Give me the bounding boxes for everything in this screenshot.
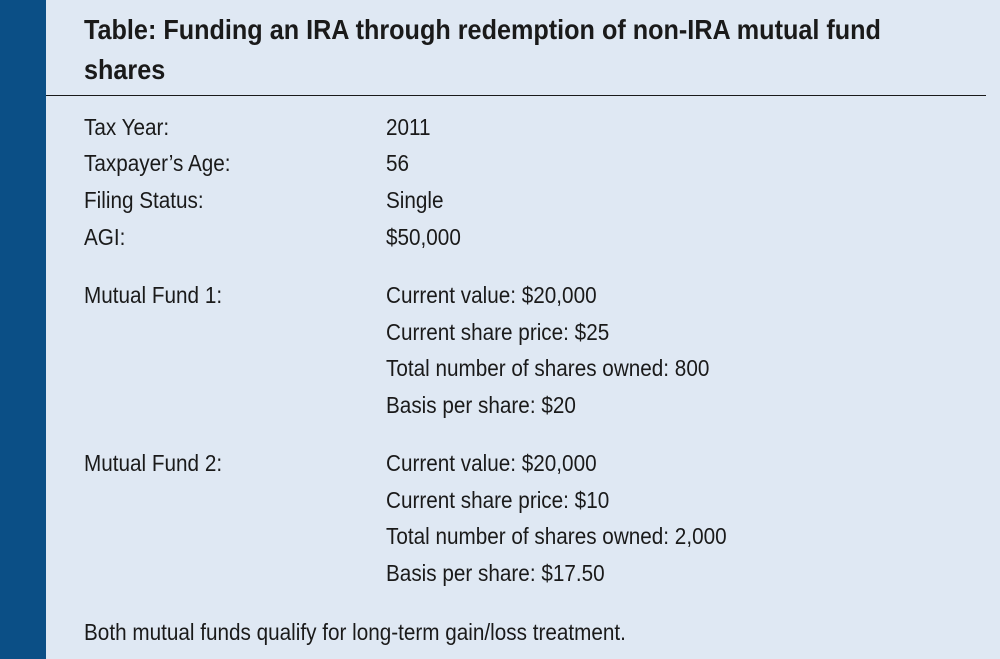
filing-status-value: Single	[386, 187, 444, 213]
agi-label: AGI:	[84, 224, 126, 250]
table-title: Table: Funding an IRA through redemption…	[84, 14, 881, 85]
taxpayer-age-label: Taxpayer’s Age:	[84, 150, 231, 176]
fund2-row: Mutual Fund 2: Current value: $20,000	[84, 448, 964, 478]
agi-value: $50,000	[386, 224, 461, 250]
accent-sidebar	[0, 0, 46, 659]
fund1-detail-row: Current share price: $25	[84, 317, 964, 347]
footnote: Both mutual funds qualify for long-term …	[84, 619, 626, 645]
fund1-detail-row: Total number of shares owned: 800	[84, 353, 964, 383]
fund2-share-price: Current share price: $10	[386, 487, 610, 513]
fund2-detail-row: Total number of shares owned: 2,000	[84, 521, 964, 551]
fund1-share-price: Current share price: $25	[386, 319, 610, 345]
fund2-current-value: Current value: $20,000	[386, 450, 597, 476]
filing-status-label: Filing Status:	[84, 187, 204, 213]
fund1-label: Mutual Fund 1:	[84, 282, 223, 308]
fund2-detail-row: Basis per share: $17.50	[84, 558, 964, 588]
agi-row: AGI: $50,000	[84, 222, 964, 252]
fund2-detail-row: Current share price: $10	[84, 485, 964, 515]
fund1-current-value: Current value: $20,000	[386, 282, 597, 308]
taxpayer-age-row: Taxpayer’s Age: 56	[84, 148, 964, 178]
taxpayer-age-value: 56	[386, 150, 410, 176]
tax-year-value: 2011	[386, 114, 431, 140]
tax-year-label: Tax Year:	[84, 114, 170, 140]
tax-year-row: Tax Year: 2011	[84, 112, 964, 142]
fund2-basis: Basis per share: $17.50	[386, 560, 605, 586]
table-panel: Table: Funding an IRA through redemption…	[46, 0, 1000, 659]
fund2-shares-owned: Total number of shares owned: 2,000	[386, 523, 727, 549]
fund1-detail-row: Basis per share: $20	[84, 390, 964, 420]
filing-status-row: Filing Status: Single	[84, 185, 964, 215]
fund1-row: Mutual Fund 1: Current value: $20,000	[84, 280, 964, 310]
fund1-basis: Basis per share: $20	[386, 392, 576, 418]
fund2-label: Mutual Fund 2:	[84, 450, 223, 476]
fund1-shares-owned: Total number of shares owned: 800	[386, 355, 710, 381]
title-divider	[46, 95, 986, 96]
